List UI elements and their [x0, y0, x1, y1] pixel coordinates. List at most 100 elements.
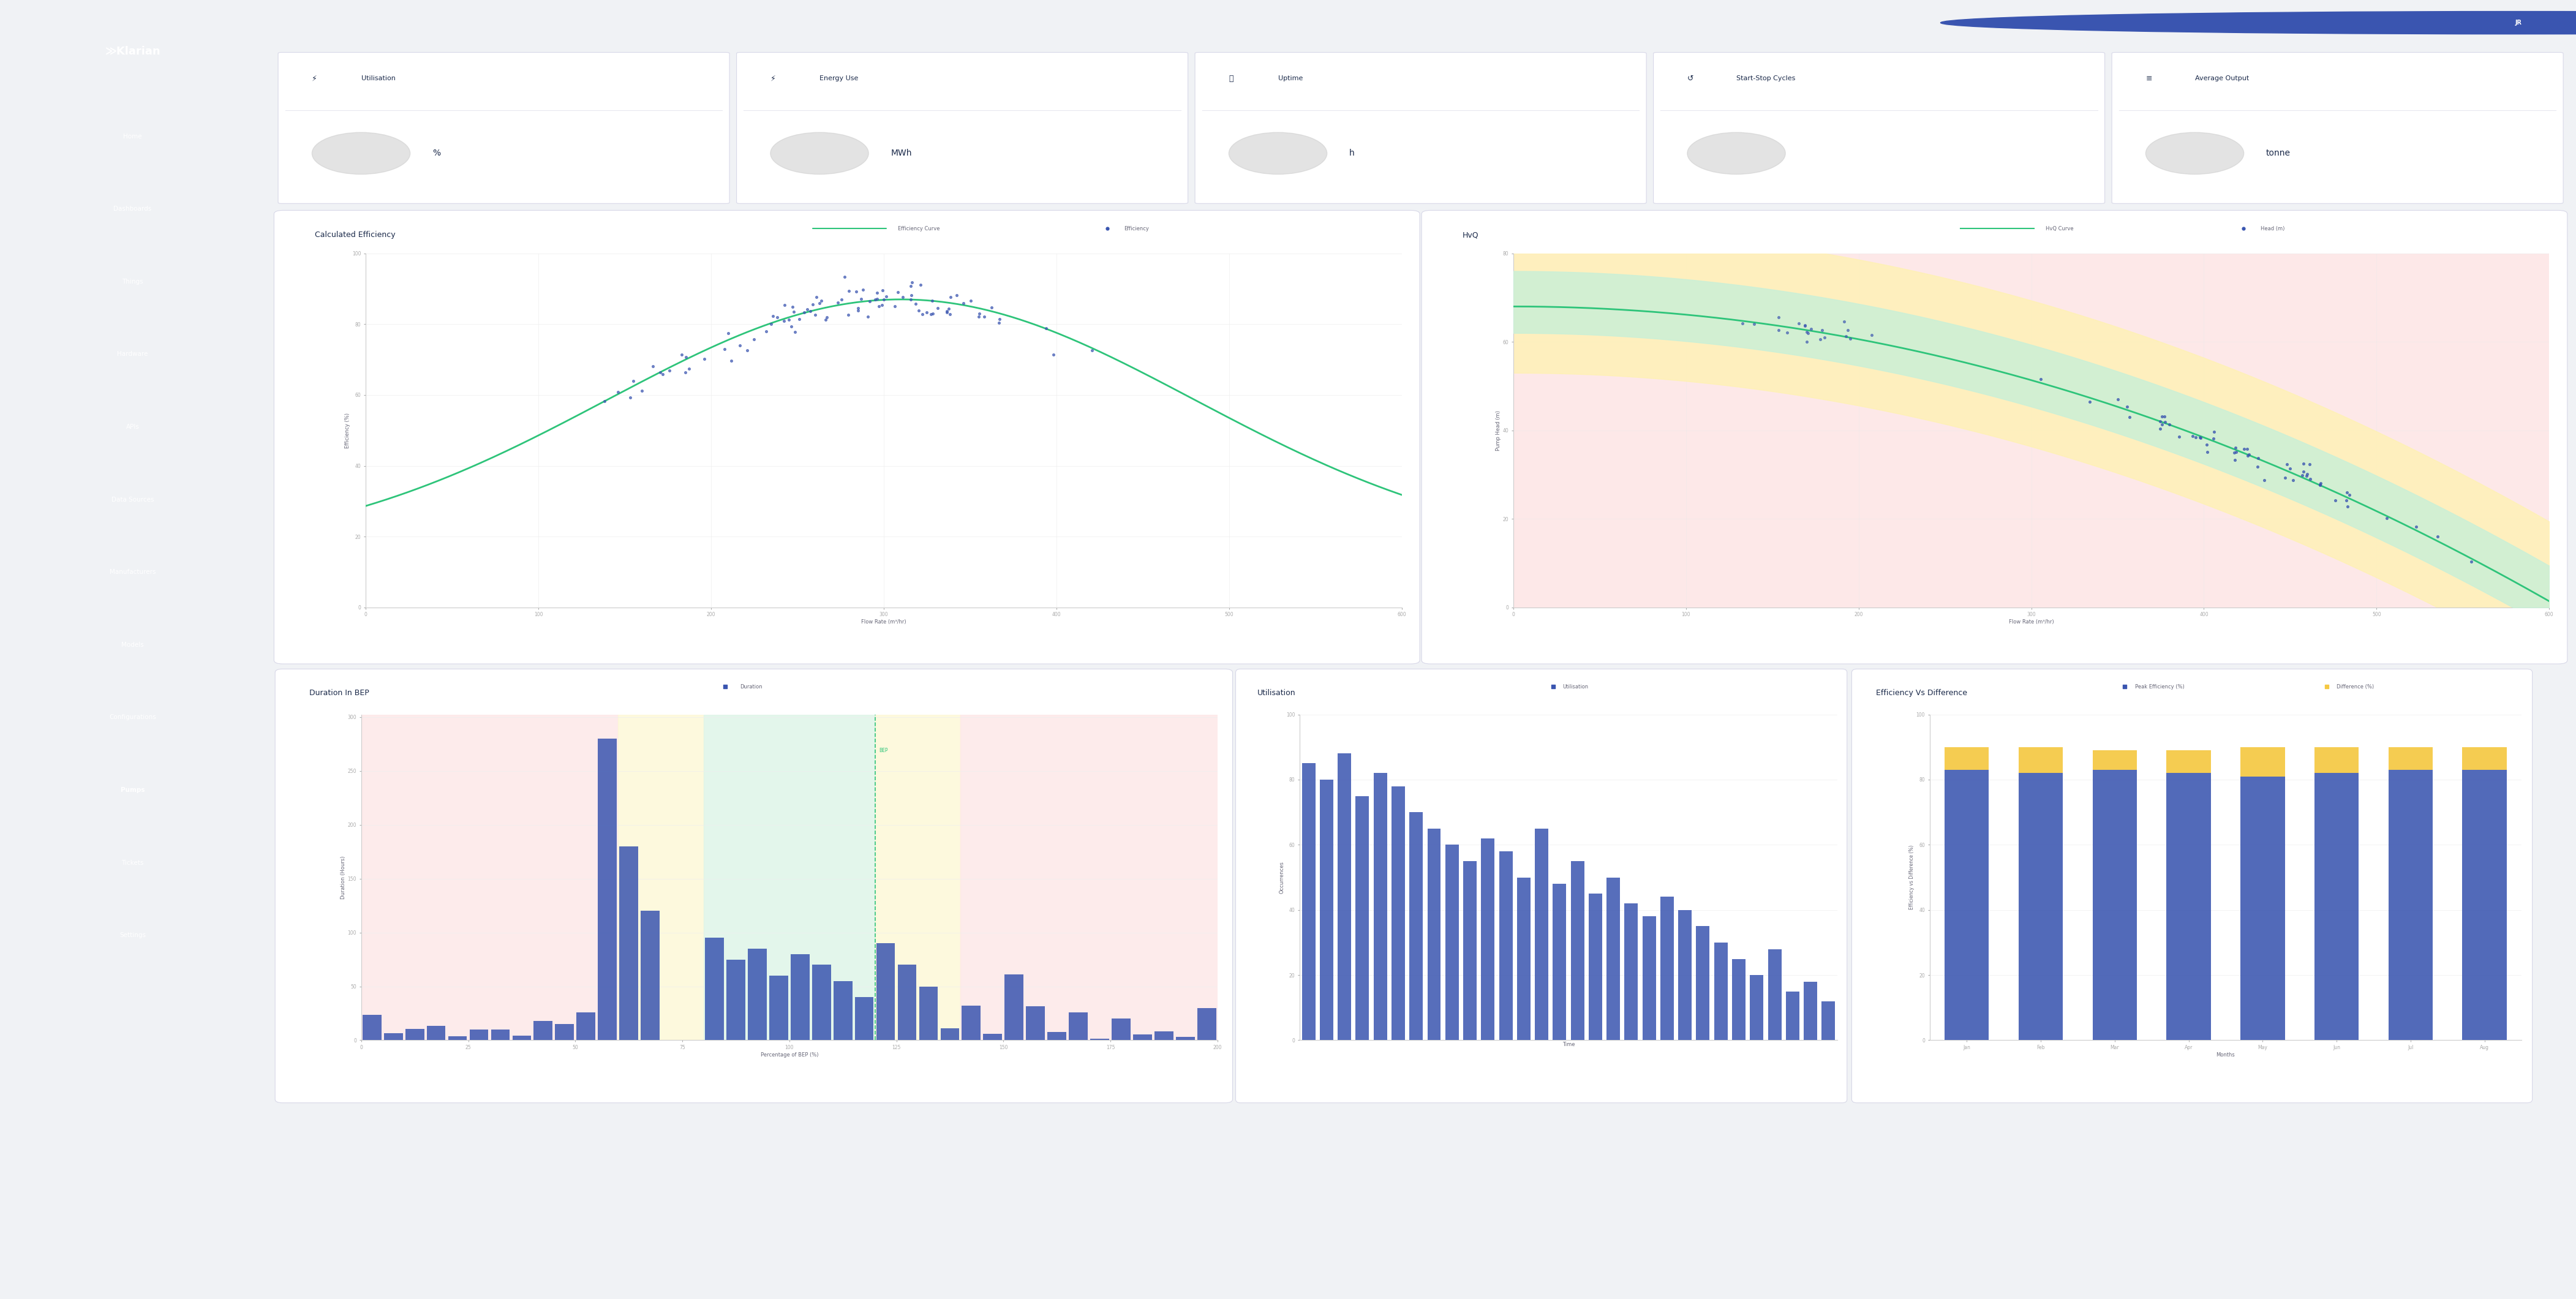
- Point: [598, 382, 639, 403]
- Point: [2326, 490, 2367, 511]
- Text: h: h: [1350, 149, 1355, 157]
- Point: [858, 288, 899, 309]
- Bar: [1427, 829, 1440, 1040]
- Bar: [513, 1035, 531, 1040]
- Text: Data Sources: Data Sources: [111, 496, 155, 503]
- Bar: [361, 714, 618, 1040]
- Point: [979, 308, 1020, 329]
- Point: [711, 351, 752, 372]
- Bar: [1553, 883, 1566, 1040]
- Text: Hardware: Hardware: [118, 351, 147, 357]
- Point: [631, 356, 672, 377]
- Point: [860, 295, 902, 316]
- Text: ⚡: ⚡: [770, 74, 775, 83]
- Point: [866, 286, 907, 307]
- Point: [2097, 388, 2138, 409]
- Text: Efficiency: Efficiency: [1123, 226, 1149, 231]
- Bar: [1175, 1037, 1195, 1040]
- Point: [770, 316, 811, 336]
- Text: Manufacturers: Manufacturers: [111, 569, 155, 575]
- Point: [2107, 396, 2148, 417]
- Bar: [1713, 943, 1728, 1040]
- Point: [611, 387, 652, 408]
- Point: [2105, 677, 2146, 698]
- Point: [891, 284, 933, 305]
- Point: [899, 300, 940, 321]
- Bar: [2241, 747, 2285, 777]
- Point: [641, 364, 683, 385]
- Point: [2300, 473, 2342, 494]
- Point: [703, 339, 744, 360]
- Text: MWh: MWh: [891, 149, 912, 157]
- Text: Dashboards: Dashboards: [113, 207, 152, 212]
- Text: Utilisation: Utilisation: [361, 75, 394, 82]
- Point: [2282, 465, 2324, 486]
- Text: HvQ: HvQ: [1463, 231, 1479, 239]
- Text: Uptime: Uptime: [1278, 75, 1303, 82]
- Bar: [791, 953, 809, 1040]
- Point: [963, 307, 1005, 327]
- Point: [891, 275, 933, 296]
- Text: APIs: APIs: [126, 423, 139, 430]
- Point: [765, 295, 806, 316]
- Bar: [641, 911, 659, 1040]
- Point: [881, 287, 922, 308]
- Bar: [618, 847, 639, 1040]
- Point: [786, 299, 827, 320]
- Bar: [876, 943, 894, 1040]
- Bar: [1463, 861, 1476, 1040]
- Point: [1734, 313, 1775, 334]
- Bar: [811, 965, 832, 1040]
- Point: [1757, 320, 1798, 340]
- Point: [896, 294, 938, 314]
- Point: [683, 348, 724, 369]
- Point: [2269, 457, 2311, 478]
- Circle shape: [1940, 12, 2576, 34]
- Point: [842, 279, 884, 300]
- Point: [2215, 438, 2257, 459]
- Point: [2179, 427, 2221, 448]
- Point: [778, 309, 819, 330]
- Point: [1801, 320, 1842, 340]
- Point: [2272, 470, 2313, 491]
- Point: [873, 296, 914, 317]
- Point: [827, 304, 868, 325]
- FancyBboxPatch shape: [1422, 210, 2568, 664]
- Point: [2143, 407, 2184, 427]
- Point: [719, 335, 760, 356]
- Text: Duration: Duration: [739, 683, 762, 690]
- Bar: [1499, 851, 1512, 1040]
- Point: [855, 282, 896, 303]
- Bar: [2166, 751, 2210, 773]
- Bar: [1133, 1034, 1151, 1040]
- Point: [927, 300, 969, 321]
- Point: [850, 291, 891, 312]
- Bar: [1409, 812, 1422, 1040]
- Bar: [1643, 916, 1656, 1040]
- Point: [775, 321, 817, 342]
- Text: BEP: BEP: [878, 748, 889, 753]
- Bar: [1607, 877, 1620, 1040]
- Bar: [469, 1029, 489, 1040]
- Point: [840, 288, 881, 309]
- Point: [837, 300, 878, 321]
- Bar: [896, 965, 917, 1040]
- Bar: [876, 714, 961, 1040]
- Point: [855, 288, 896, 309]
- Bar: [1337, 753, 1352, 1040]
- Text: Duration In BEP: Duration In BEP: [309, 688, 368, 696]
- Point: [2450, 551, 2491, 572]
- Point: [649, 360, 690, 381]
- Text: tonne: tonne: [2267, 149, 2290, 157]
- Point: [930, 304, 971, 325]
- FancyBboxPatch shape: [1654, 52, 2105, 204]
- Point: [1785, 322, 1826, 343]
- Point: [848, 307, 889, 327]
- Point: [1721, 313, 1762, 334]
- X-axis label: Percentage of BEP (%): Percentage of BEP (%): [760, 1052, 819, 1057]
- Point: [1025, 318, 1066, 339]
- Text: Average Output: Average Output: [2195, 75, 2249, 82]
- Text: Efficiency Vs Difference: Efficiency Vs Difference: [1875, 688, 1968, 696]
- Bar: [984, 1034, 1002, 1040]
- Text: %: %: [433, 149, 440, 157]
